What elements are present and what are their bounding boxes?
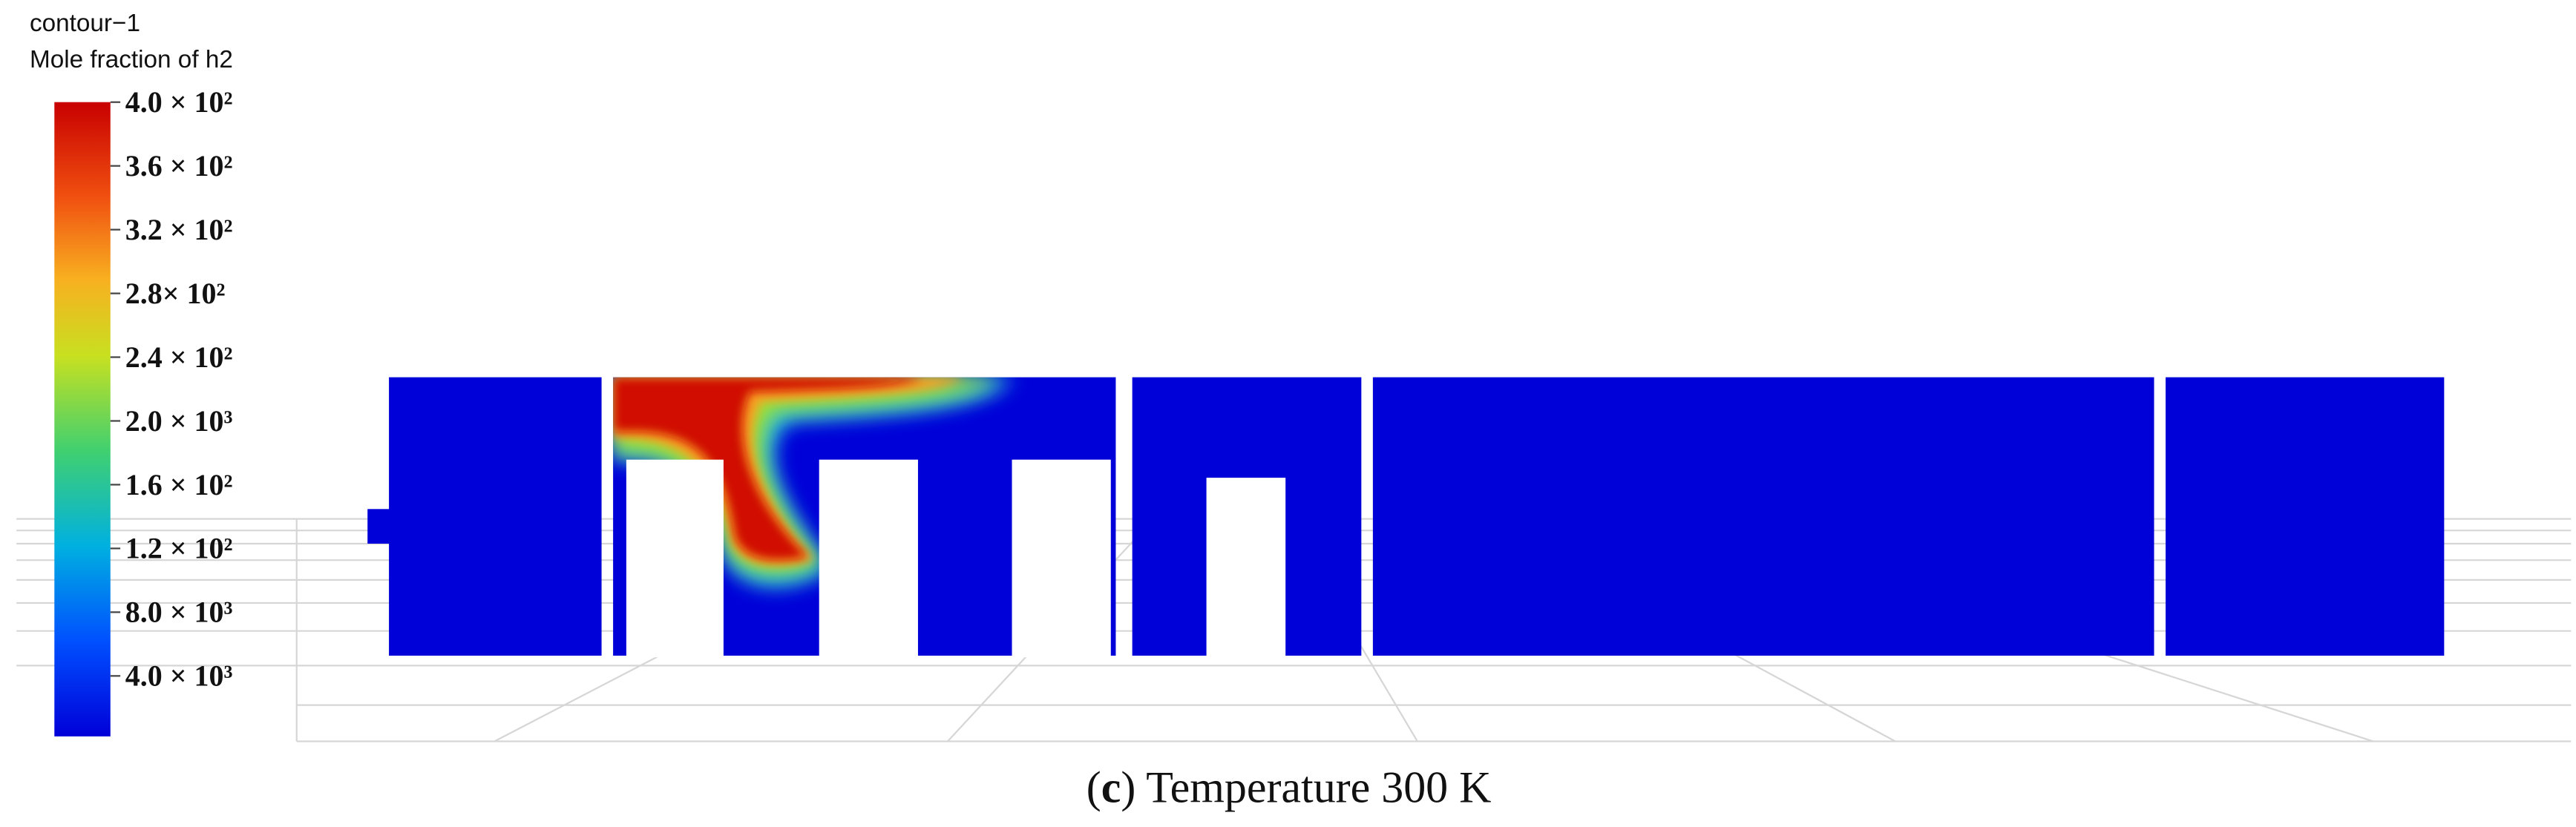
caption-label: c: [1101, 763, 1121, 812]
caption-text: ) Temperature 300 K: [1121, 763, 1491, 812]
tick-label: 1.6 × 10²: [125, 468, 233, 501]
caption: (c) Temperature 300 K: [1087, 763, 1492, 812]
tick-label: 4.0 × 10²: [125, 85, 233, 119]
tick-label: 3.2 × 10²: [125, 213, 233, 246]
tick-label: 2.4 × 10²: [125, 340, 233, 374]
colorbar-ticks: 4.0 × 10² 3.6 × 10² 3.2 × 10² 2.8× 10² 2.4 ×…: [110, 85, 233, 693]
caption-open: (: [1087, 763, 1101, 812]
tick-label: 2.0 × 10³: [125, 404, 233, 438]
tick-label: 1.2 × 10²: [125, 532, 233, 565]
openings: [626, 459, 1286, 658]
tick-label: 2.8× 10²: [125, 277, 226, 310]
tick-label: 4.0 × 10³: [125, 659, 233, 693]
tick-label: 3.6 × 10²: [125, 149, 233, 182]
tick-label: 8.0 × 10³: [125, 596, 233, 629]
legend-subtitle: Mole fraction of h2: [30, 46, 233, 73]
plume: [613, 377, 1014, 587]
legend-title: contour−1: [30, 10, 140, 37]
colorbar: [54, 102, 111, 737]
